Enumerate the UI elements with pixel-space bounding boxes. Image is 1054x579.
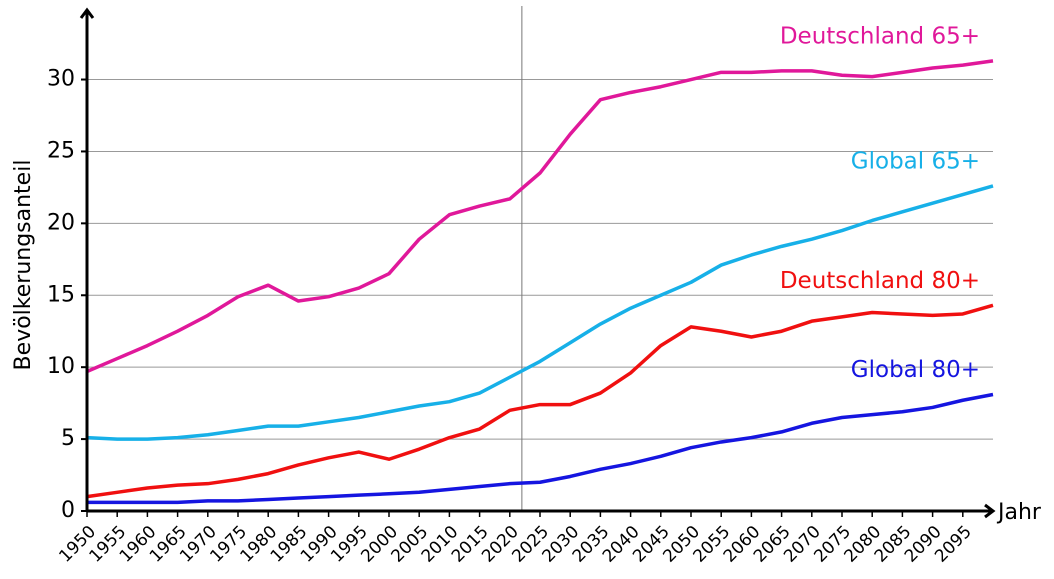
y-tick-label: 20 (47, 210, 75, 235)
series-label: Global 80+ (851, 357, 980, 383)
y-tick-label: 15 (47, 282, 75, 307)
series-label: Global 65+ (851, 148, 980, 174)
x-axis-label: Jahr (996, 500, 1042, 525)
series-line (87, 392, 994, 505)
y-tick-label: 0 (61, 498, 75, 523)
series-line (86, 303, 994, 499)
y-tick-label: 25 (47, 138, 75, 163)
y-tick-label: 30 (47, 67, 75, 92)
x-axis (87, 503, 996, 519)
y-axis-label: Bevölkerungsanteil (11, 160, 36, 371)
series-label: Deutschland 65+ (780, 23, 980, 49)
y-tick-label: 5 (61, 426, 75, 451)
series-line (86, 59, 994, 374)
series-label: Deutschland 80+ (780, 268, 980, 294)
y-axis (79, 7, 95, 511)
series-line (86, 184, 994, 441)
y-tick-label: 10 (47, 354, 75, 379)
